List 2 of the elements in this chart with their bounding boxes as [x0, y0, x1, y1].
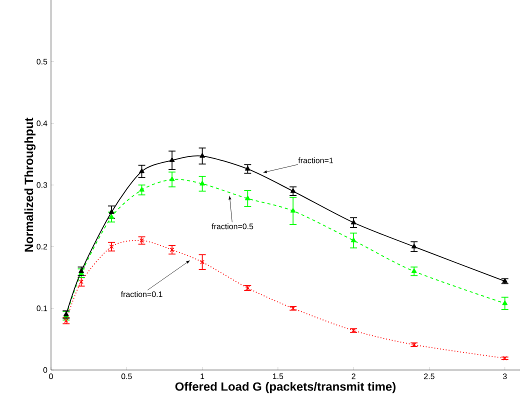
- x-axis-title: Offered Load G (packets/transmit time): [175, 382, 396, 394]
- y-axis-title: Normalized Throughput: [24, 118, 36, 252]
